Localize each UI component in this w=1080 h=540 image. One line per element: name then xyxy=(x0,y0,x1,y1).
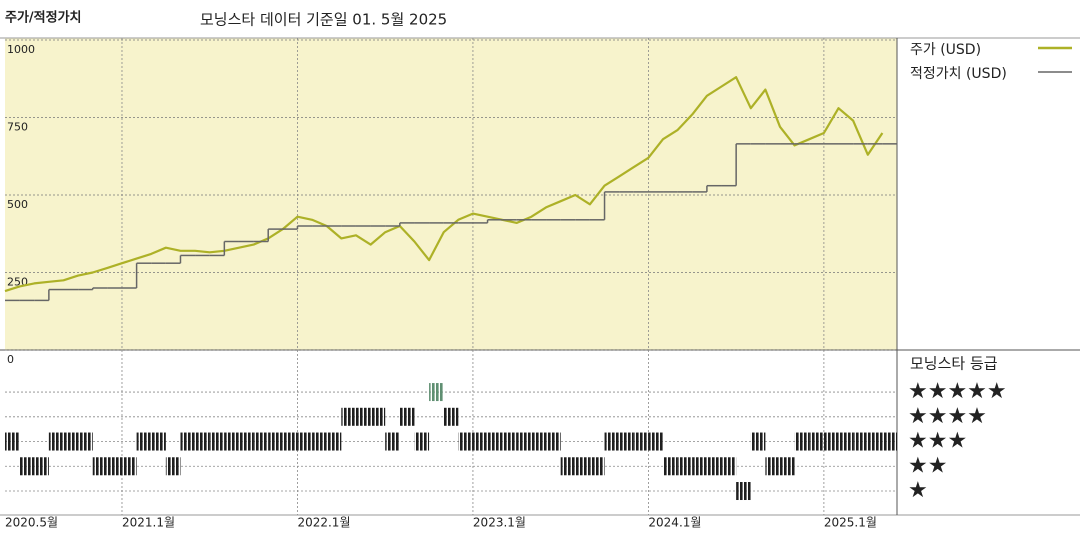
rating-bar xyxy=(780,457,795,476)
rating-bar xyxy=(809,432,824,451)
rating-bar xyxy=(297,432,313,451)
rating-bar xyxy=(575,457,590,476)
rating-bar xyxy=(882,432,897,451)
rating-bar xyxy=(560,457,576,476)
rating-bar xyxy=(78,432,93,451)
rating-bar xyxy=(867,432,883,451)
rating-bar xyxy=(750,432,766,451)
rating-bar xyxy=(312,432,327,451)
x-tick-label: 2021.1월 xyxy=(122,516,175,530)
rating-bar xyxy=(677,457,693,476)
rating-bar xyxy=(546,432,561,451)
rating-bar xyxy=(765,457,781,476)
rating-bar xyxy=(268,432,283,451)
x-tick-label: 2025.1월 xyxy=(824,516,877,530)
y-tick-label: 500 xyxy=(7,198,28,211)
rating-bar xyxy=(633,432,649,451)
rating-bar xyxy=(385,432,400,451)
rating-bar xyxy=(209,432,225,451)
rating-bar xyxy=(399,407,415,426)
rating-bar xyxy=(341,407,356,426)
rating-bar xyxy=(195,432,210,451)
rating-bar xyxy=(19,457,35,476)
rating-title: 모닝스타 등급 xyxy=(910,355,998,373)
rating-label: ★★ xyxy=(908,453,947,478)
chart-title: 주가/적정가치 xyxy=(5,10,82,26)
rating-bar xyxy=(516,432,532,451)
rating-bar xyxy=(238,432,254,451)
rating-bar xyxy=(121,457,137,476)
rating-bar xyxy=(706,457,722,476)
rating-bar xyxy=(107,457,122,476)
rating-bar xyxy=(180,432,196,451)
x-tick-label: 2023.1월 xyxy=(473,516,526,530)
rating-bar xyxy=(165,457,181,476)
rating-bar xyxy=(429,383,444,402)
rating-bar xyxy=(604,432,620,451)
rating-bar xyxy=(5,432,20,451)
rating-bar xyxy=(648,432,664,451)
rating-bar xyxy=(370,407,386,426)
rating-bar xyxy=(692,457,707,476)
y-tick-label: 750 xyxy=(7,121,28,134)
rating-bar xyxy=(721,457,737,476)
rating-bar xyxy=(92,457,108,476)
legend-label: 적정가치 (USD) xyxy=(910,66,1007,82)
rating-bar xyxy=(794,432,810,451)
rating-bar xyxy=(531,432,547,451)
legend-label: 주가 (USD) xyxy=(910,42,981,58)
rating-bar xyxy=(326,432,342,451)
x-tick-label: 2024.1월 xyxy=(648,516,701,530)
rating-bar xyxy=(502,432,517,451)
rating-bar xyxy=(736,482,751,501)
rating-bar xyxy=(224,432,239,451)
plot-background xyxy=(5,38,897,350)
rating-bar xyxy=(619,432,634,451)
rating-bar xyxy=(853,432,868,451)
rating-bar xyxy=(63,432,79,451)
rating-bar xyxy=(823,432,839,451)
rating-bar xyxy=(414,432,430,451)
rating-bar xyxy=(48,432,64,451)
rating-label: ★ xyxy=(908,478,928,503)
rating-bar xyxy=(136,432,152,451)
y-tick-label: 0 xyxy=(7,353,14,366)
rating-bar xyxy=(663,457,678,476)
rating-label: ★★★★ xyxy=(908,404,987,429)
rating-bar xyxy=(487,432,503,451)
rating-bar xyxy=(151,432,166,451)
rating-bar xyxy=(838,432,854,451)
rating-bar xyxy=(34,457,49,476)
chart-subtitle: 모닝스타 데이터 기준일 01. 5월 2025 xyxy=(200,11,447,29)
x-tick-label: 2020.5월 xyxy=(5,516,58,530)
y-tick-label: 1000 xyxy=(7,43,35,56)
x-tick-label: 2022.1월 xyxy=(297,516,350,530)
price-line xyxy=(4,76,884,293)
rating-bar xyxy=(355,407,371,426)
rating-bar xyxy=(253,432,269,451)
rating-bar xyxy=(458,432,473,451)
rating-label: ★★★ xyxy=(908,429,967,454)
rating-bar xyxy=(282,432,298,451)
rating-bar xyxy=(589,457,605,476)
rating-bar xyxy=(443,407,459,426)
rating-bar xyxy=(472,432,488,451)
rating-label: ★★★★★ xyxy=(908,379,1007,404)
